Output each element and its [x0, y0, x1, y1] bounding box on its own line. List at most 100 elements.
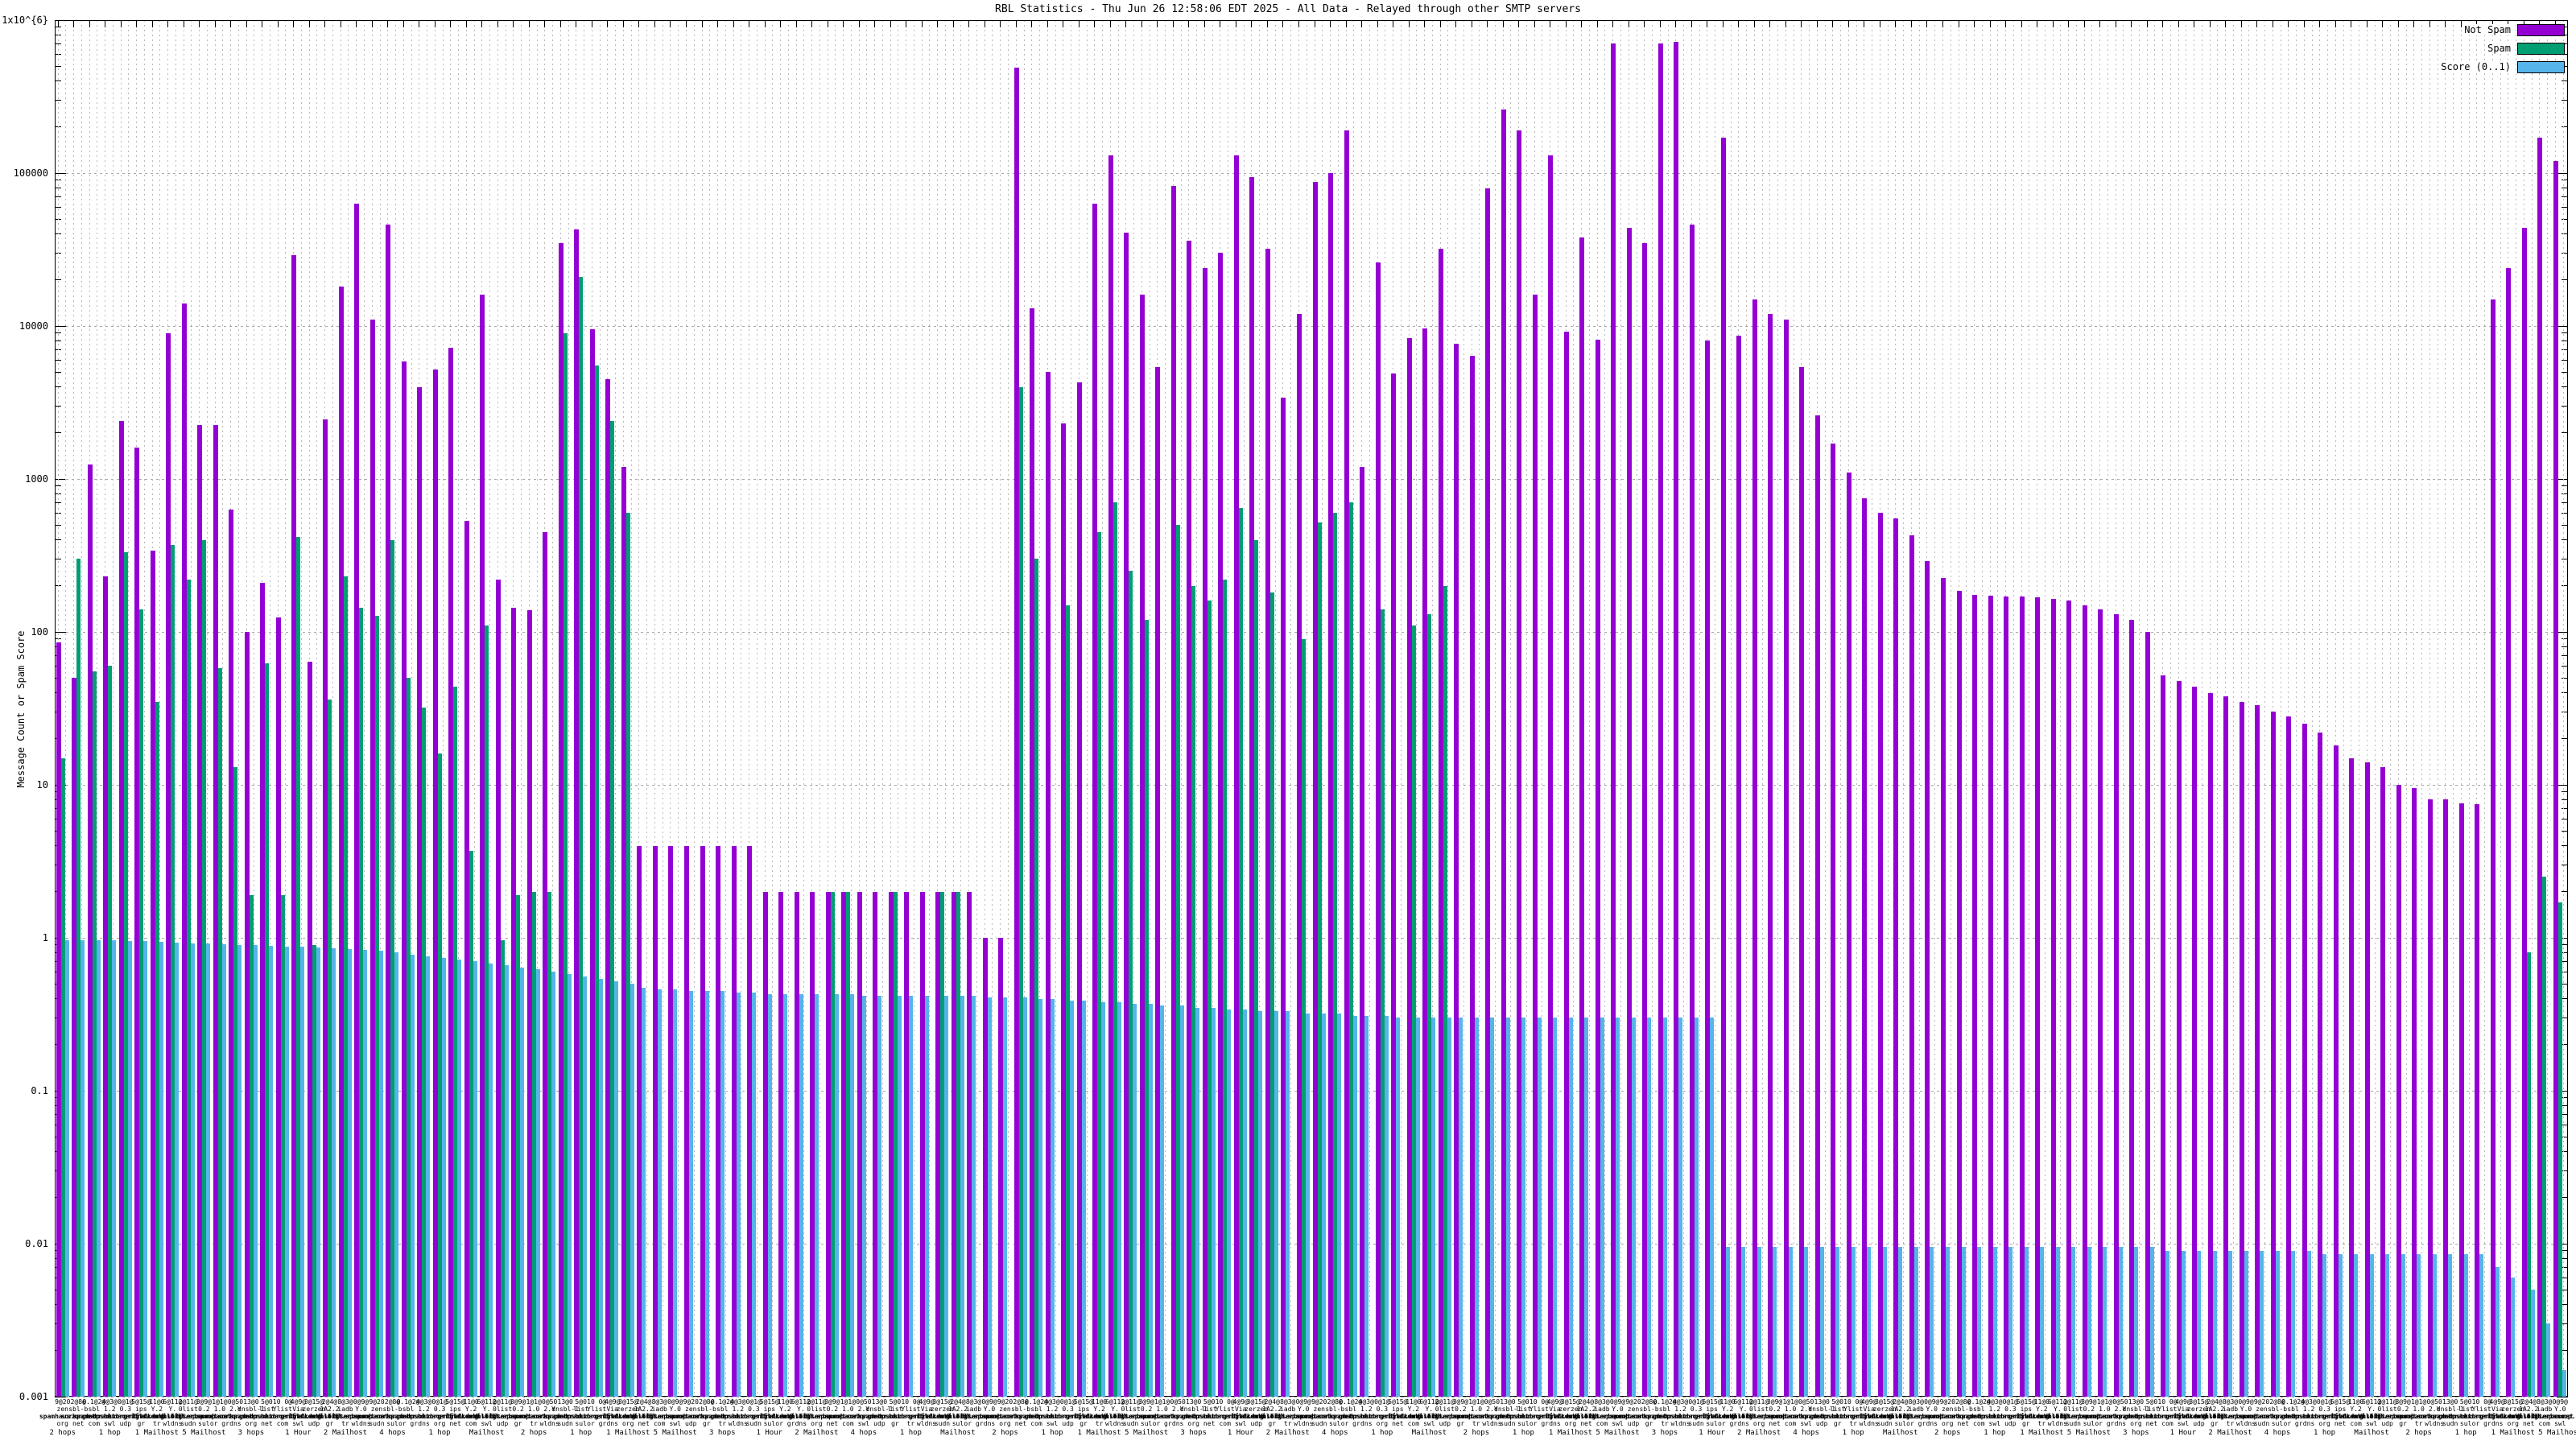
x-tick-label: 8@3@: [337, 1398, 353, 1406]
bar-spam: [374, 615, 379, 1397]
x-tick-label: sbl: [1973, 1406, 1985, 1413]
x-top-tick: [686, 20, 687, 27]
bar-not-spam: [2333, 745, 2339, 1397]
x-tick-label: Y.0: [1926, 1406, 1938, 1413]
v-gridline: [881, 20, 883, 1397]
bar-score: [2181, 1250, 2186, 1397]
x-tick-label: 1@1@: [840, 1398, 857, 1406]
x-tick-label: 0@1@: [2002, 1398, 2018, 1406]
y-minor-tick: [2562, 1044, 2568, 1046]
x-tick-label: spamhaus.org: [196, 1413, 243, 1420]
x-tick-label: sudn: [1876, 1420, 1893, 1427]
x-tick-label: com: [464, 1420, 477, 1427]
x-tick-label: org: [811, 1420, 823, 1427]
x-tick-label: 10 0@: [901, 1398, 921, 1406]
x-tick-label: spamhaus.org: [2081, 1413, 2128, 1420]
bar-spam: [563, 332, 568, 1397]
x-tick-label: 6@11@: [477, 1398, 497, 1406]
bar-not-spam: [244, 632, 250, 1397]
bar-not-spam: [1909, 535, 1914, 1397]
bar-score: [1930, 1247, 1934, 1397]
v-gridline: [1667, 20, 1669, 1397]
bar-score: [720, 990, 725, 1397]
bar-not-spam: [2412, 788, 2417, 1397]
v-gridline: [1212, 20, 1213, 1397]
x-top-tick: [2131, 20, 2132, 27]
y-minor-tick: [2562, 638, 2568, 640]
bar-not-spam: [951, 891, 956, 1397]
y-major-tick: [55, 631, 66, 633]
bar-score: [1117, 1001, 1121, 1397]
x-tick-label: 3@15@: [303, 1398, 324, 1406]
x-tick-label: spamhaus.org: [2238, 1413, 2285, 1420]
bar-score: [2479, 1254, 2484, 1397]
x-tick-label: 3@9@: [2081, 1398, 2097, 1406]
v-gridline: [2075, 20, 2077, 1397]
x-tick-label: dnsbl-1: [1494, 1406, 1521, 1413]
v-gridline: [2476, 20, 2478, 1397]
bar-spam: [76, 559, 80, 1397]
x-top-tick: [780, 20, 782, 27]
v-gridline: [1259, 20, 1261, 1397]
x-tick-label: 1.2: [418, 1406, 430, 1413]
y-minor-tick: [2562, 1151, 2568, 1153]
v-gridline: [1290, 20, 1292, 1397]
x-tick-label: udp: [685, 1420, 697, 1427]
bar-not-spam: [857, 891, 862, 1397]
x-tick-label-hops: 1 Mailhost: [1548, 1429, 1593, 1437]
x-tick-label: list.dsbl.org: [1231, 1413, 1282, 1420]
x-tick-label: 10 0@: [272, 1398, 292, 1406]
x-tick-label: sul: [2459, 1420, 2472, 1427]
v-gridline: [2405, 20, 2407, 1397]
x-tick-label: 3@15@: [618, 1398, 638, 1406]
bar-not-spam: [716, 845, 721, 1397]
x-tick-label: 4@9@: [605, 1398, 621, 1406]
x-tick-label: Via: [1234, 1406, 1247, 1413]
x-tick-label: Y.: [482, 1406, 491, 1413]
x-tick-label: tr: [718, 1420, 727, 1427]
x-top-tick: [764, 20, 766, 27]
v-gridline: [112, 20, 114, 1397]
bar-score: [1882, 1247, 1887, 1397]
x-tick-label: 0.3: [119, 1406, 132, 1413]
x-tick-label: spamcop.net: [2272, 1413, 2315, 1420]
x-tick-label: 1A2.2: [1890, 1406, 1910, 1413]
y-minor-tick: [2562, 512, 2568, 514]
bar-spam: [1018, 386, 1023, 1397]
bar-not-spam: [1657, 43, 1663, 1397]
x-tick-label-hops: 4 hops: [1322, 1429, 1348, 1437]
bar-not-spam: [260, 582, 266, 1397]
x-tick-label: 11@0: [2033, 1398, 2050, 1406]
x-tick-label: sudn: [745, 1420, 762, 1427]
x-top-tick: [2209, 20, 2211, 27]
x-top-tick: [2083, 20, 2085, 27]
x-tick-label: spamcop.net: [1015, 1413, 1059, 1420]
bar-score: [752, 992, 757, 1397]
bar-not-spam: [2396, 785, 2401, 1397]
y-minor-tick: [2562, 998, 2568, 1000]
x-tick-label: 11@0: [1719, 1398, 1736, 1406]
x-tick-label: 2.Y: [1171, 1406, 1184, 1413]
v-gridline: [2421, 20, 2423, 1397]
x-tick-label: uribl.com: [595, 1413, 630, 1420]
x-tick-label: or gr: [209, 1420, 229, 1427]
x-tick-label: com: [1973, 1420, 1985, 1427]
v-gridline: [1243, 20, 1245, 1397]
y-tick-label: 1000: [25, 473, 48, 485]
bar-score: [1725, 1247, 1730, 1397]
x-tick-label: barracudacentral.org: [558, 1413, 636, 1420]
x-tick-label: list.dsbl.org: [2330, 1413, 2381, 1420]
x-tick-label-hops: 1 Hour: [285, 1429, 312, 1437]
x-tick-label: spamhaus.org: [510, 1413, 558, 1420]
x-tick-label: Ylist: [1215, 1406, 1235, 1413]
y-minor-tick: [2562, 1097, 2568, 1099]
v-gridline: [1981, 20, 1983, 1397]
v-gridline: [1494, 20, 1496, 1397]
bar-not-spam: [87, 464, 93, 1397]
bar-not-spam: [1736, 336, 1742, 1397]
bar-not-spam: [1846, 473, 1852, 1397]
bar-spam: [249, 895, 254, 1397]
x-tick-label: barracudacentral.org: [2128, 1413, 2207, 1420]
bar-score: [253, 944, 258, 1397]
v-gridline: [2382, 20, 2384, 1397]
